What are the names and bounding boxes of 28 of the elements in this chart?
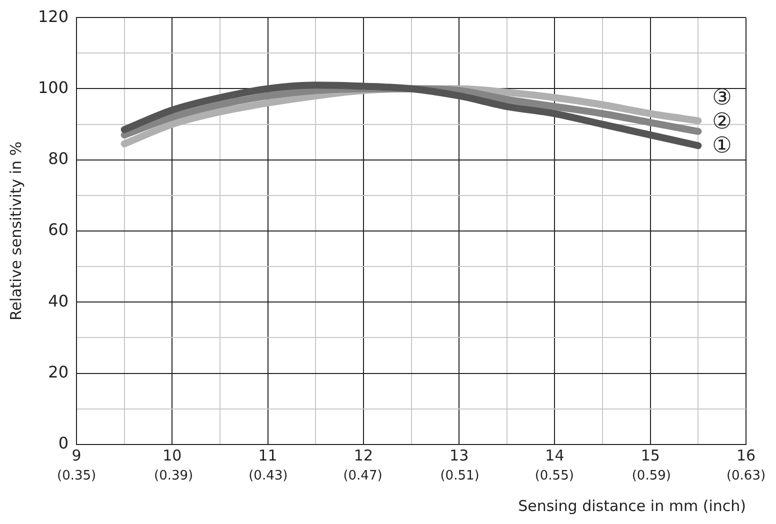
series-label: ① (712, 133, 732, 158)
x2-tick-label: (0.43) (248, 468, 288, 484)
y-tick-label: 120 (38, 6, 69, 26)
x2-tick-label: (0.47) (343, 468, 382, 484)
y-tick-label: 100 (38, 78, 69, 97)
x-tick-label: 11 (258, 446, 278, 464)
x2-tick-label: (0.51) (440, 468, 480, 484)
x2-tick-label: (0.55) (534, 468, 574, 484)
x2-tick-label: (0.39) (154, 468, 194, 484)
x2-tick-label: (0.35) (56, 468, 96, 484)
x-axis-title: Sensing distance in mm (inch) (518, 496, 746, 515)
series-label: ③ (712, 85, 732, 110)
x-tick-label: 14 (545, 446, 564, 464)
x-tick-label: 15 (640, 446, 660, 464)
y-tick-label: 20 (48, 362, 69, 382)
x-tick-label: 9 (72, 446, 82, 464)
x-tick-label: 16 (736, 446, 756, 464)
x2-tick-label: (0.63) (726, 468, 766, 484)
x-tick-label: 13 (450, 446, 469, 464)
x-tick-label: 12 (354, 446, 373, 464)
series-label: ② (712, 109, 732, 134)
y-tick-label: 60 (48, 220, 69, 240)
y-axis-title: Relative sensitivity in % (6, 141, 25, 321)
x2-tick-label: (0.59) (632, 468, 671, 484)
y-tick-label: 0 (58, 434, 69, 453)
y-tick-label: 40 (48, 291, 69, 310)
x-tick-label: 10 (162, 446, 182, 464)
y-tick-label: 80 (48, 149, 69, 168)
